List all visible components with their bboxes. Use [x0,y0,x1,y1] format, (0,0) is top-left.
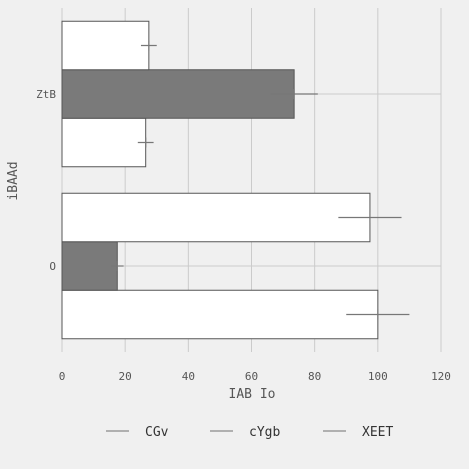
bar-XEET-O [62,193,370,242]
x-axis-title: IAB Io [229,387,276,402]
x-tick-label: 40 [182,370,195,383]
legend-label-CGv: CGv [145,425,169,440]
bar-CGv-O [62,290,378,339]
legend-label-XEET: XEET [362,425,393,440]
x-tick-label: 60 [245,370,258,383]
x-tick-label: 0 [59,370,66,383]
x-tick-label: 100 [368,370,388,383]
x-axis-ticks: 0 20 40 60 80 100 120 [59,370,451,383]
bars [62,21,378,339]
legend-label-cYgb: cYgb [249,425,280,440]
x-tick-label: 20 [119,370,132,383]
x-tick-label: 120 [431,370,451,383]
bar-cYgb-O [62,242,117,291]
bar-cYgb-ZtB [62,70,294,119]
x-tick-label: 80 [308,370,321,383]
y-axis-ticks: O ZtB [36,88,56,273]
y-tick-label: O [49,260,56,273]
y-tick-label: ZtB [36,88,56,101]
legend: CGv cYgb XEET [106,425,393,440]
y-axis-title: iBAAd [6,161,21,200]
bar-XEET-ZtB [62,21,149,70]
bar-CGv-ZtB [62,118,146,167]
